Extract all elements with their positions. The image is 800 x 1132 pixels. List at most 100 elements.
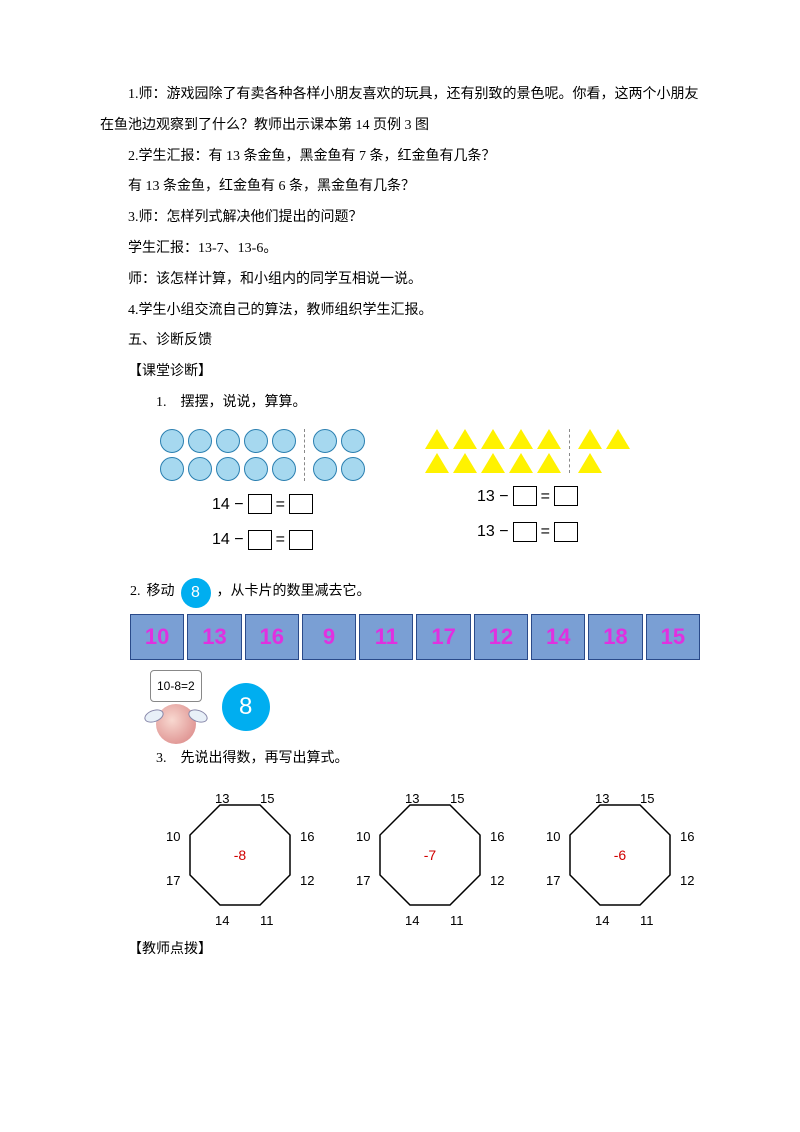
answer-box (554, 522, 578, 542)
octagon-vertex-label: 13 (215, 785, 229, 814)
octagon-vertex-label: 12 (490, 867, 504, 896)
section-5-title: 五、诊断反馈 (100, 326, 700, 357)
exercise-1-figure: 14 − = 14 − = 13 − = (160, 429, 700, 557)
equation-14-b: 14 − = (212, 522, 313, 557)
circle-shape (160, 429, 184, 453)
octagon-vertex-label: 16 (300, 823, 314, 852)
octagon-vertex-label: 17 (356, 867, 370, 896)
number-card: 13 (187, 614, 241, 660)
paragraph-1: 1.师：游戏园除了有卖各种各样小朋友喜欢的玩具，还有别致的景色呢。你看，这两个小… (100, 80, 700, 142)
circle-shape (272, 429, 296, 453)
circle-shape (160, 457, 184, 481)
eq-text: 13 − (477, 514, 509, 549)
octagon-diagram: -61315161211141710 (540, 785, 700, 925)
paragraph-3: 有 13 条金鱼，红金鱼有 6 条，黑金鱼有几条？ (100, 172, 700, 203)
number-card: 18 (588, 614, 642, 660)
answer-box (289, 494, 313, 514)
equation-13-b: 13 − = (477, 514, 578, 549)
equals-sign: = (276, 522, 285, 557)
eq-text: 14 − (212, 487, 244, 522)
paragraph-6: 师：该怎样计算，和小组内的同学互相说一说。 (100, 265, 700, 296)
equals-sign: = (541, 514, 550, 549)
number-card: 14 (531, 614, 585, 660)
triangle-shape (425, 453, 449, 473)
number-card: 16 (245, 614, 299, 660)
number-card: 12 (474, 614, 528, 660)
exercise-1-title: 1. 摆摆，说说，算算。 (100, 388, 700, 419)
number-card: 9 (302, 614, 356, 660)
triangle-shape (537, 429, 561, 449)
triangles-block: 13 − = 13 − = (425, 429, 630, 557)
octagon-vertex-label: 11 (260, 907, 274, 936)
paragraph-5: 学生汇报：13-7、13-6。 (100, 234, 700, 265)
answer-box (248, 494, 272, 514)
number-card: 11 (359, 614, 413, 660)
octagon-vertex-label: 11 (640, 907, 654, 936)
octagon-vertex-label: 10 (166, 823, 180, 852)
triangle-shape (537, 453, 561, 473)
octagon-vertex-label: 12 (680, 867, 694, 896)
divider-line (304, 457, 305, 481)
circle-shape (244, 429, 268, 453)
triangle-shape (578, 429, 602, 449)
circle-shape (216, 457, 240, 481)
equation-13-a: 13 − = (477, 479, 578, 514)
equation-14-a: 14 − = (212, 487, 313, 522)
circle-shape (341, 429, 365, 453)
octagon-vertex-label: 12 (300, 867, 314, 896)
ball-8-icon: 8 (222, 683, 270, 731)
octagon-vertex-label: 14 (405, 907, 419, 936)
answer-box (248, 530, 272, 550)
triangle-shape (509, 453, 533, 473)
triangle-shape (481, 429, 505, 449)
circle-shape (188, 429, 212, 453)
divider-line (304, 429, 305, 453)
exercise-2-text-a: 移动 (147, 577, 175, 608)
equals-sign: = (541, 479, 550, 514)
equals-sign: = (276, 487, 285, 522)
eq-text: 13 − (477, 479, 509, 514)
divider-line (569, 453, 570, 473)
octagon-vertex-label: 13 (595, 785, 609, 814)
paragraph-2: 2.学生汇报：有 13 条金鱼，黑金鱼有 7 条，红金鱼有几条？ (100, 142, 700, 173)
triangle-shape (453, 429, 477, 449)
octagon-center-label: -8 (160, 785, 320, 925)
divider-line (569, 429, 570, 449)
octagon-vertex-label: 17 (546, 867, 560, 896)
triangle-shape (453, 453, 477, 473)
circles-block: 14 − = 14 − = (160, 429, 365, 557)
diagnosis-title: 【课堂诊断】 (100, 357, 700, 388)
octagon-vertex-label: 14 (595, 907, 609, 936)
octagon-vertex-label: 11 (450, 907, 464, 936)
triangle-shape (509, 429, 533, 449)
paragraph-7: 4.学生小组交流自己的算法，教师组织学生汇报。 (100, 296, 700, 327)
octagon-center-label: -6 (540, 785, 700, 925)
octagon-row: -81315161211141710-71315161211141710-613… (160, 785, 700, 925)
answer-box (513, 486, 537, 506)
answer-box (289, 530, 313, 550)
triangle-shape (578, 453, 602, 473)
speech-bubble: 10-8=2 (150, 670, 202, 702)
octagon-diagram: -81315161211141710 (160, 785, 320, 925)
circle-shape (313, 457, 337, 481)
number-card: 10 (130, 614, 184, 660)
triangle-shape (481, 453, 505, 473)
teacher-note-title: 【教师点拨】 (100, 935, 700, 966)
exercise-2-number: 2. (130, 577, 141, 608)
eq-text: 14 − (212, 522, 244, 557)
triangle-shape (606, 429, 630, 449)
number-card: 17 (416, 614, 470, 660)
exercise-3-title: 3. 先说出得数，再写出算式。 (100, 744, 700, 775)
fairy-icon (156, 704, 196, 744)
octagon-vertex-label: 16 (490, 823, 504, 852)
octagon-vertex-label: 15 (260, 785, 274, 814)
octagon-vertex-label: 15 (450, 785, 464, 814)
answer-box (554, 486, 578, 506)
chip-8-icon: 8 (181, 578, 211, 608)
circle-shape (244, 457, 268, 481)
circle-shape (272, 457, 296, 481)
octagon-vertex-label: 15 (640, 785, 654, 814)
exercise-2-prompt: 2. 移动 8 ，从卡片的数里减去它。 (130, 577, 700, 608)
triangle-shape (425, 429, 449, 449)
circle-shape (188, 457, 212, 481)
